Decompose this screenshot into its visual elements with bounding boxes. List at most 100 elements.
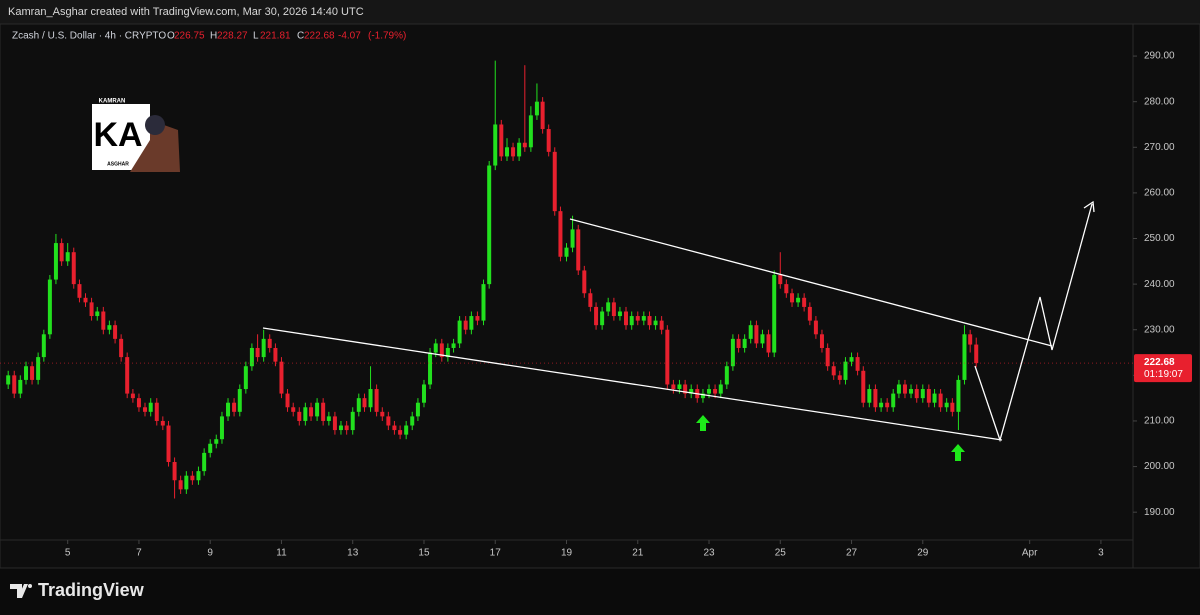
x-tick-label: 23 bbox=[703, 548, 715, 559]
y-tick-label: 190.00 bbox=[1144, 507, 1175, 518]
candle-body bbox=[178, 480, 183, 490]
x-tick-label: 7 bbox=[136, 548, 142, 559]
watermark-mark: KA bbox=[93, 116, 142, 154]
candle-body bbox=[36, 357, 41, 380]
watermark-figure bbox=[130, 120, 180, 172]
y-tick-label: 230.00 bbox=[1144, 324, 1175, 335]
y-tick-label: 250.00 bbox=[1144, 233, 1175, 244]
candle-body bbox=[475, 316, 480, 321]
candle-body bbox=[700, 393, 705, 399]
candle-body bbox=[784, 284, 789, 294]
x-tick-label: 17 bbox=[490, 548, 502, 559]
watermark: KAMRAN KA ASGHAR bbox=[92, 99, 180, 172]
candle-body bbox=[415, 402, 420, 417]
candle-body bbox=[778, 275, 783, 285]
candle-body bbox=[891, 393, 896, 408]
candle-body bbox=[130, 393, 135, 399]
candle-body bbox=[825, 347, 830, 367]
candle-body bbox=[677, 384, 682, 390]
candle-body bbox=[962, 334, 967, 380]
y-tick-label: 270.00 bbox=[1144, 142, 1175, 153]
upper-trendline bbox=[569, 218, 1053, 347]
candle-body bbox=[718, 384, 723, 394]
watermark-bottom: ASGHAR bbox=[107, 161, 129, 167]
x-tick-label: 13 bbox=[347, 548, 359, 559]
candle-body bbox=[813, 320, 818, 335]
candle-body bbox=[309, 407, 314, 417]
candle-body bbox=[41, 334, 46, 358]
candle-body bbox=[647, 316, 652, 326]
candle-body bbox=[255, 347, 260, 358]
lower-trendline bbox=[262, 327, 1003, 441]
candle-body bbox=[243, 366, 248, 390]
candle-body bbox=[736, 338, 741, 348]
logo-icon bbox=[10, 584, 28, 598]
candle-body bbox=[172, 462, 177, 481]
candle-body bbox=[748, 325, 753, 339]
x-tick-label: 11 bbox=[276, 548, 287, 559]
logo-text: TradingView bbox=[38, 580, 145, 600]
projection-path bbox=[974, 203, 1093, 443]
candle-body bbox=[611, 302, 616, 317]
candle-body bbox=[321, 402, 326, 421]
x-tick-label: Apr bbox=[1022, 548, 1038, 559]
candle-body bbox=[428, 352, 433, 385]
candle-body bbox=[629, 316, 634, 326]
candle-body bbox=[285, 393, 290, 408]
candle-body bbox=[344, 425, 349, 431]
candle-body bbox=[338, 425, 343, 431]
candle-body bbox=[297, 411, 302, 421]
candle-body bbox=[392, 425, 397, 431]
candle-body bbox=[113, 325, 118, 339]
candle-body bbox=[214, 439, 219, 444]
y-tick-label: 240.00 bbox=[1144, 279, 1175, 290]
candle-body bbox=[374, 389, 379, 412]
candle-body bbox=[600, 311, 605, 326]
candle-body bbox=[77, 284, 82, 298]
ohlc-value: 228.27 bbox=[217, 31, 248, 42]
change-percent: (-1.79%) bbox=[368, 31, 406, 42]
candle-body bbox=[421, 384, 426, 403]
candle-body bbox=[315, 402, 320, 417]
candle-body bbox=[843, 361, 848, 380]
y-tick-label: 200.00 bbox=[1144, 461, 1175, 472]
candle-body bbox=[71, 252, 76, 285]
candle-body bbox=[570, 229, 575, 248]
x-tick-label: 21 bbox=[632, 548, 644, 559]
y-tick-label: 290.00 bbox=[1144, 51, 1175, 62]
last-price-tag bbox=[1134, 354, 1192, 383]
watermark-head bbox=[145, 115, 165, 135]
x-tick-label: 25 bbox=[775, 548, 787, 559]
candle-body bbox=[624, 311, 629, 326]
candle-body bbox=[724, 366, 729, 385]
x-tick-label: 27 bbox=[846, 548, 858, 559]
candle-body bbox=[386, 416, 391, 426]
candle-body bbox=[433, 343, 438, 353]
candle-body bbox=[410, 416, 415, 426]
candle-body bbox=[291, 407, 296, 412]
candle-body bbox=[487, 165, 492, 285]
candle-body bbox=[665, 329, 670, 385]
candle-body bbox=[914, 389, 919, 399]
candle-body bbox=[136, 398, 141, 408]
ohlc-prefix: C bbox=[297, 31, 304, 42]
x-tick-label: 3 bbox=[1098, 548, 1104, 559]
candle-body bbox=[404, 425, 409, 435]
candle-body bbox=[451, 343, 456, 348]
ohlc-value: 226.75 bbox=[174, 31, 205, 42]
candle-body bbox=[742, 338, 747, 348]
candle-body bbox=[517, 142, 522, 157]
candle-body bbox=[107, 325, 112, 330]
candle-body bbox=[232, 402, 237, 412]
up-arrow bbox=[696, 415, 710, 431]
candle-body bbox=[30, 366, 35, 380]
candle-body bbox=[766, 334, 771, 353]
candle-body bbox=[819, 334, 824, 348]
candle-body bbox=[641, 316, 646, 321]
candle-body bbox=[617, 311, 622, 317]
candle-body bbox=[143, 407, 148, 412]
candle-body bbox=[689, 389, 694, 394]
candle-body bbox=[380, 411, 385, 417]
candle-body bbox=[6, 375, 11, 385]
